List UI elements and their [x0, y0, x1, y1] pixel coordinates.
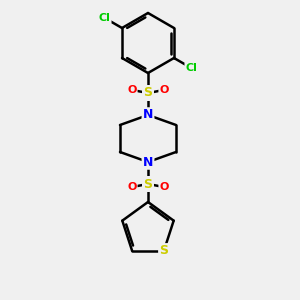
Text: O: O	[159, 182, 169, 192]
Text: Cl: Cl	[99, 13, 111, 23]
Text: N: N	[143, 109, 153, 122]
Text: O: O	[127, 182, 137, 192]
Text: O: O	[159, 85, 169, 95]
Text: S: S	[143, 178, 152, 190]
Text: N: N	[143, 155, 153, 169]
Text: O: O	[127, 85, 137, 95]
Text: Cl: Cl	[185, 63, 197, 73]
Text: S: S	[159, 244, 168, 257]
Text: S: S	[143, 86, 152, 100]
